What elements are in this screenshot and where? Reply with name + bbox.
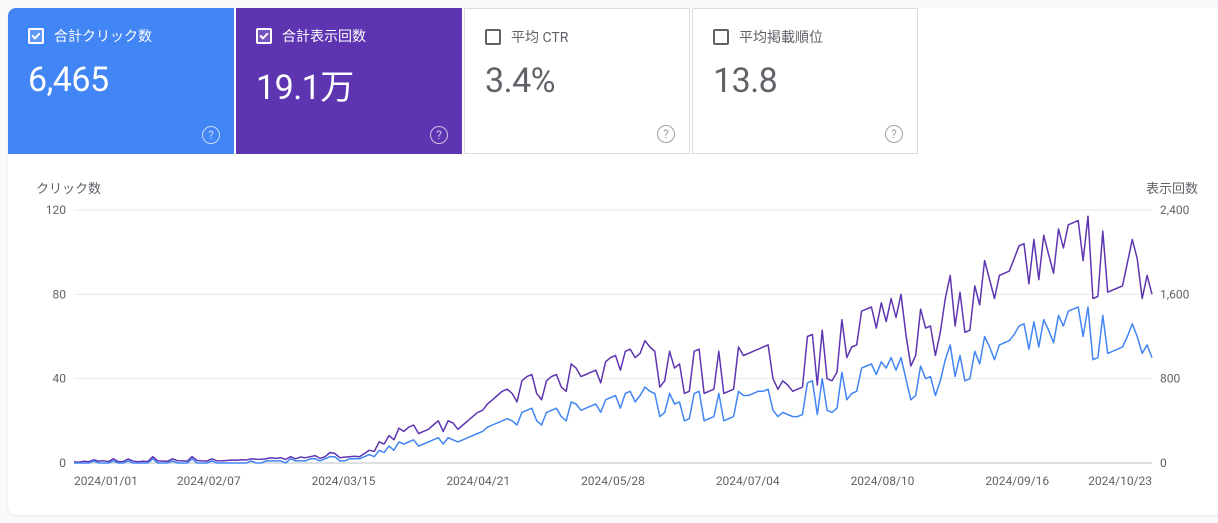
svg-text:2024/01/01: 2024/01/01 <box>74 474 138 488</box>
chart-area: クリック数 表示回数 0 40 80 120 0 800 1,600 2,400 2024/01… <box>26 178 1208 497</box>
svg-text:40: 40 <box>53 372 67 386</box>
metric-value: 3.4% <box>485 61 669 101</box>
svg-text:2024/08/10: 2024/08/10 <box>851 474 915 488</box>
metric-value: 6,465 <box>28 60 214 100</box>
svg-text:1,600: 1,600 <box>1160 287 1190 301</box>
svg-text:2024/05/28: 2024/05/28 <box>581 474 645 488</box>
checkbox-icon <box>28 28 44 44</box>
metric-value: 19.1万 <box>256 60 442 109</box>
metric-card-impressions[interactable]: 合計表示回数 19.1万 ? <box>236 8 462 154</box>
svg-text:80: 80 <box>53 287 67 301</box>
help-icon[interactable]: ? <box>657 125 675 143</box>
svg-text:0: 0 <box>1160 456 1167 470</box>
checkbox-icon <box>485 29 501 45</box>
metric-label: 合計クリック数 <box>54 26 152 46</box>
left-axis-title: クリック数 <box>36 178 101 197</box>
performance-panel: 合計クリック数 6,465 ? 合計表示回数 19.1万 ? 平均 CTR 3.… <box>8 8 1218 515</box>
metric-label: 平均 CTR <box>511 27 568 47</box>
metric-cards-row: 合計クリック数 6,465 ? 合計表示回数 19.1万 ? 平均 CTR 3.… <box>8 8 1218 154</box>
checkbox-icon <box>713 29 729 45</box>
help-icon[interactable]: ? <box>202 126 220 144</box>
metric-card-clicks[interactable]: 合計クリック数 6,465 ? <box>8 8 234 154</box>
svg-text:2024/03/15: 2024/03/15 <box>312 474 376 488</box>
svg-text:2024/09/16: 2024/09/16 <box>985 474 1049 488</box>
checkbox-icon <box>256 28 272 44</box>
svg-text:120: 120 <box>46 204 66 217</box>
metric-value: 13.8 <box>713 61 897 101</box>
svg-text:2024/10/23: 2024/10/23 <box>1088 474 1152 488</box>
right-axis-title: 表示回数 <box>1146 178 1198 197</box>
svg-text:800: 800 <box>1160 372 1180 386</box>
help-icon[interactable]: ? <box>430 126 448 144</box>
svg-text:2024/07/04: 2024/07/04 <box>716 474 780 488</box>
metric-label: 合計表示回数 <box>282 26 366 46</box>
svg-text:2024/04/21: 2024/04/21 <box>446 474 510 488</box>
metric-label: 平均掲載順位 <box>739 27 823 47</box>
metric-card-position[interactable]: 平均掲載順位 13.8 ? <box>692 8 918 154</box>
svg-text:2024/02/07: 2024/02/07 <box>177 474 241 488</box>
metric-card-ctr[interactable]: 平均 CTR 3.4% ? <box>464 8 690 154</box>
svg-text:0: 0 <box>59 456 66 470</box>
line-chart: 0 40 80 120 0 800 1,600 2,400 2024/01/01 2024/02/… <box>26 204 1208 497</box>
help-icon[interactable]: ? <box>885 125 903 143</box>
svg-text:2,400: 2,400 <box>1160 204 1190 217</box>
